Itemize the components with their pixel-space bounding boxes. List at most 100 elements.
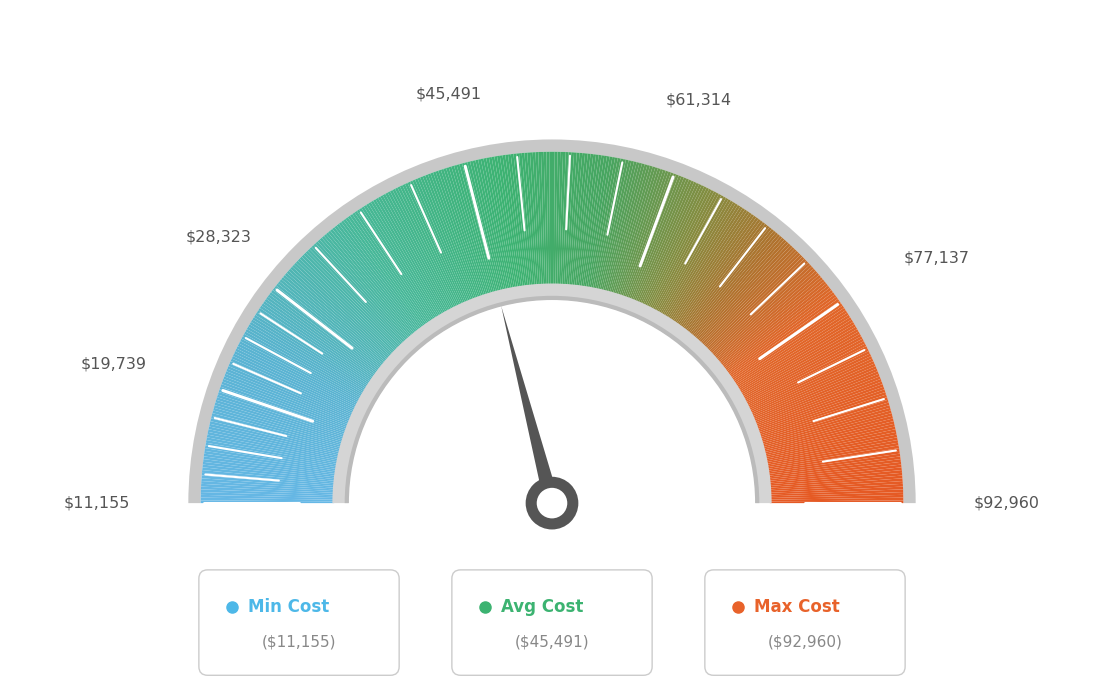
Wedge shape bbox=[720, 279, 825, 366]
Wedge shape bbox=[682, 222, 765, 330]
Wedge shape bbox=[354, 211, 431, 323]
Wedge shape bbox=[511, 154, 528, 287]
Wedge shape bbox=[714, 268, 816, 359]
Wedge shape bbox=[425, 175, 475, 300]
Wedge shape bbox=[766, 440, 899, 466]
Wedge shape bbox=[266, 297, 375, 377]
Wedge shape bbox=[262, 304, 373, 381]
Wedge shape bbox=[263, 301, 374, 380]
Wedge shape bbox=[208, 432, 339, 461]
Wedge shape bbox=[612, 165, 650, 294]
Wedge shape bbox=[217, 395, 344, 437]
Wedge shape bbox=[219, 389, 346, 434]
Wedge shape bbox=[768, 462, 901, 480]
Wedge shape bbox=[541, 152, 546, 286]
Wedge shape bbox=[533, 152, 542, 286]
Wedge shape bbox=[459, 164, 496, 293]
Wedge shape bbox=[454, 165, 492, 294]
Wedge shape bbox=[739, 322, 854, 392]
Wedge shape bbox=[314, 244, 405, 343]
Wedge shape bbox=[603, 161, 637, 292]
Wedge shape bbox=[413, 179, 467, 303]
Wedge shape bbox=[613, 166, 652, 295]
Wedge shape bbox=[204, 453, 337, 474]
Polygon shape bbox=[501, 306, 560, 505]
Wedge shape bbox=[203, 462, 336, 480]
Wedge shape bbox=[202, 475, 335, 488]
Wedge shape bbox=[638, 181, 694, 304]
Wedge shape bbox=[675, 213, 752, 324]
Wedge shape bbox=[257, 310, 370, 385]
Wedge shape bbox=[558, 152, 563, 286]
Wedge shape bbox=[225, 371, 350, 423]
Wedge shape bbox=[203, 456, 336, 476]
Wedge shape bbox=[679, 217, 758, 327]
Wedge shape bbox=[222, 382, 348, 429]
Text: $11,155: $11,155 bbox=[64, 495, 130, 511]
Wedge shape bbox=[769, 495, 903, 500]
Wedge shape bbox=[243, 334, 361, 400]
Wedge shape bbox=[584, 156, 607, 288]
Wedge shape bbox=[316, 241, 406, 342]
Wedge shape bbox=[766, 437, 898, 464]
Wedge shape bbox=[444, 168, 486, 296]
Wedge shape bbox=[232, 356, 354, 413]
Wedge shape bbox=[630, 175, 681, 301]
Wedge shape bbox=[765, 426, 895, 457]
Wedge shape bbox=[730, 301, 841, 380]
Wedge shape bbox=[730, 299, 839, 378]
Wedge shape bbox=[205, 446, 337, 469]
Wedge shape bbox=[259, 306, 372, 382]
Wedge shape bbox=[201, 497, 335, 502]
Wedge shape bbox=[332, 227, 417, 333]
Polygon shape bbox=[545, 502, 565, 529]
Wedge shape bbox=[202, 467, 336, 482]
Wedge shape bbox=[343, 219, 424, 328]
Wedge shape bbox=[278, 282, 383, 367]
Wedge shape bbox=[335, 226, 418, 332]
Wedge shape bbox=[758, 389, 885, 434]
Wedge shape bbox=[743, 334, 861, 400]
Wedge shape bbox=[656, 194, 721, 312]
Wedge shape bbox=[245, 329, 363, 397]
Wedge shape bbox=[363, 205, 437, 319]
Wedge shape bbox=[486, 157, 513, 289]
Wedge shape bbox=[571, 153, 585, 286]
Wedge shape bbox=[524, 152, 537, 286]
FancyBboxPatch shape bbox=[199, 570, 400, 676]
Wedge shape bbox=[227, 366, 351, 420]
Circle shape bbox=[526, 477, 578, 529]
Wedge shape bbox=[299, 257, 396, 351]
Wedge shape bbox=[740, 324, 856, 394]
Wedge shape bbox=[436, 170, 481, 297]
Wedge shape bbox=[211, 418, 340, 452]
Wedge shape bbox=[231, 359, 353, 415]
Wedge shape bbox=[513, 154, 530, 286]
Wedge shape bbox=[279, 279, 384, 366]
Wedge shape bbox=[710, 261, 808, 354]
Wedge shape bbox=[304, 253, 400, 349]
Wedge shape bbox=[407, 181, 464, 304]
Wedge shape bbox=[250, 322, 365, 392]
Wedge shape bbox=[608, 164, 645, 293]
Wedge shape bbox=[367, 204, 438, 318]
Wedge shape bbox=[341, 221, 423, 329]
Wedge shape bbox=[757, 384, 883, 431]
Wedge shape bbox=[554, 152, 558, 285]
Wedge shape bbox=[648, 188, 709, 308]
Wedge shape bbox=[640, 181, 697, 304]
Wedge shape bbox=[763, 413, 892, 449]
Wedge shape bbox=[201, 484, 335, 493]
Wedge shape bbox=[707, 255, 803, 351]
Wedge shape bbox=[767, 448, 900, 471]
Wedge shape bbox=[753, 366, 877, 420]
Wedge shape bbox=[567, 152, 580, 286]
Wedge shape bbox=[620, 170, 666, 297]
Wedge shape bbox=[201, 500, 335, 503]
Wedge shape bbox=[237, 344, 358, 406]
Wedge shape bbox=[388, 191, 452, 310]
Wedge shape bbox=[760, 395, 887, 437]
Wedge shape bbox=[205, 443, 338, 467]
Wedge shape bbox=[694, 238, 784, 339]
Wedge shape bbox=[623, 170, 668, 297]
